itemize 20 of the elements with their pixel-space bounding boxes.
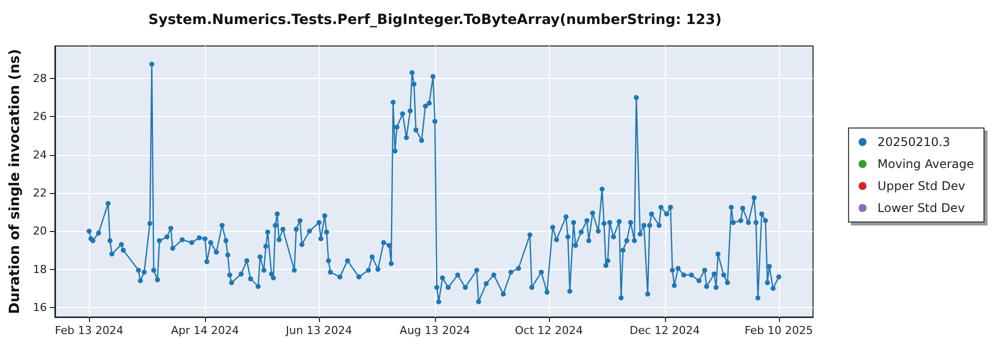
legend-label: Upper Std Dev (878, 179, 966, 193)
y-tick-label: 18 (32, 262, 47, 276)
x-tick-label: Feb 13 2024 (54, 324, 124, 337)
y-tick-label: 24 (32, 148, 47, 162)
y-tick-label: 26 (32, 110, 47, 124)
x-tick-label: Dec 12 2024 (630, 324, 700, 337)
x-tick-label: Aug 13 2024 (400, 324, 470, 337)
chart-title: System.Numerics.Tests.Perf_BigInteger.ToByteArray(numberString: 123) (148, 12, 722, 28)
y-axis-title: Duration of single invocation (ns) (7, 48, 23, 314)
x-tick-label: Apr 14 2024 (170, 324, 240, 337)
legend-label: Moving Average (878, 157, 974, 171)
y-tick-label: 22 (32, 186, 47, 200)
legend-label: Lower Std Dev (878, 201, 965, 215)
y-tick-label: 20 (32, 224, 47, 238)
x-tick-label: Oct 12 2024 (514, 324, 583, 337)
x-tick-label: Jun 13 2024 (284, 324, 352, 337)
legend-label: 20250210.3 (878, 135, 950, 149)
y-tick-label: 28 (32, 72, 47, 85)
y-tick-label: 16 (32, 300, 47, 314)
x-tick-label: Feb 10 2025 (744, 324, 814, 337)
